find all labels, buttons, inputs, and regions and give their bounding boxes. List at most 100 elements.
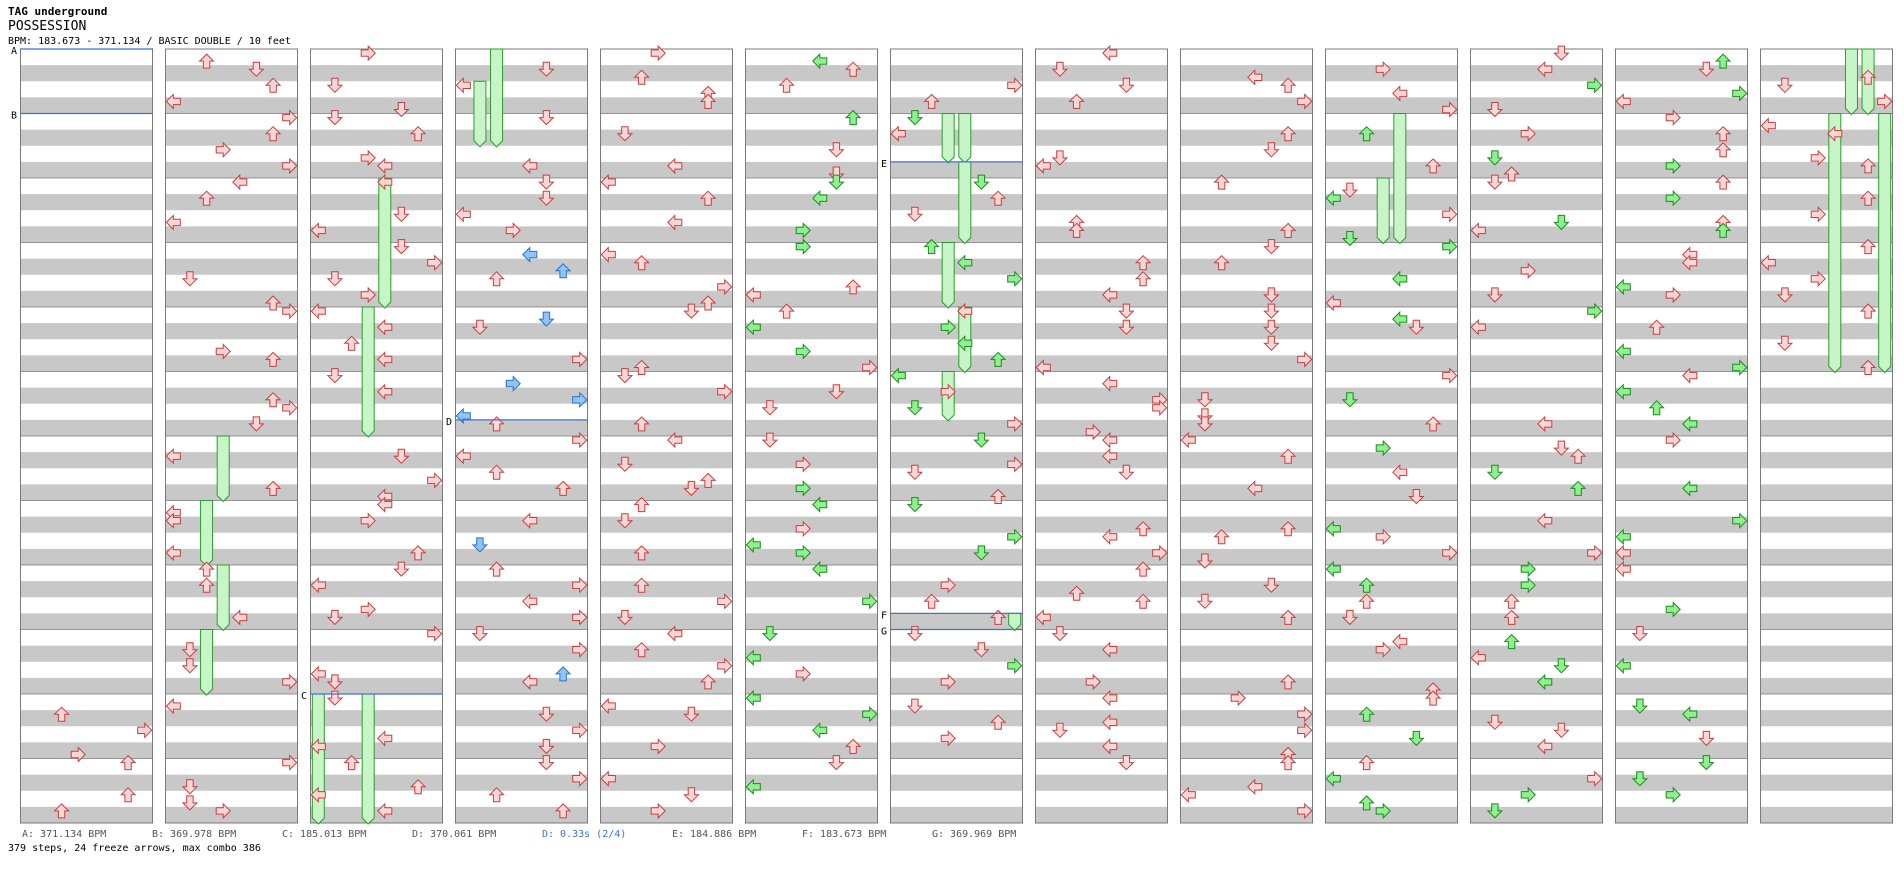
bpm-change-label: F [881, 610, 887, 621]
beat-stripe [1470, 774, 1603, 791]
step-arrow [1297, 705, 1313, 723]
step-arrow [1392, 464, 1408, 481]
beat-stripe [20, 258, 153, 275]
beat-stripe [600, 194, 733, 211]
measure-column [1325, 48, 1458, 824]
step-arrow [940, 318, 956, 336]
beat-stripe [600, 581, 733, 598]
beat-stripe [600, 290, 733, 307]
step-arrow [310, 738, 326, 755]
step-arrow [1776, 77, 1794, 94]
beat-stripe [455, 226, 588, 243]
step-arrow [1358, 125, 1375, 142]
beat-stripe [1470, 226, 1603, 243]
step-arrow [1714, 222, 1732, 238]
step-arrow [844, 61, 862, 77]
beat-stripe [455, 97, 588, 114]
beat-stripe [310, 677, 443, 694]
beat-stripe [600, 323, 733, 340]
step-arrow [1297, 351, 1313, 368]
beat-stripe [745, 677, 878, 694]
step-arrow [377, 496, 393, 513]
step-arrow [1615, 657, 1631, 675]
step-arrow [600, 246, 616, 263]
beat-stripe [1180, 129, 1313, 146]
beat-stripe [1035, 484, 1168, 501]
step-arrow [812, 189, 828, 207]
beat-stripe [310, 742, 443, 759]
beat-stripe [1470, 710, 1603, 727]
beat-stripe [20, 484, 153, 501]
step-arrow [1007, 77, 1023, 94]
step-arrow [1007, 456, 1023, 473]
beat-stripe [310, 484, 443, 501]
step-arrow [264, 77, 282, 93]
beat-stripe [745, 742, 878, 759]
beat-stripe [1035, 516, 1168, 533]
step-arrow [326, 271, 344, 287]
beat-stripe [1760, 645, 1893, 662]
beat-stripe [310, 387, 443, 404]
step-arrow [1007, 657, 1023, 675]
step-arrow [1631, 626, 1649, 642]
beat-stripe [600, 548, 733, 565]
beat-stripe [745, 355, 878, 372]
step-arrow [1537, 673, 1553, 691]
step-arrow [795, 544, 811, 562]
step-arrow [989, 714, 1007, 730]
measure-column [600, 48, 733, 824]
step-arrow [326, 609, 344, 626]
beat-stripe [1180, 452, 1313, 469]
step-arrow [1537, 415, 1553, 433]
step-arrow [1631, 771, 1649, 787]
beat-stripe [1325, 806, 1458, 823]
step-arrow [264, 392, 282, 408]
step-arrow [940, 673, 956, 691]
step-arrow [650, 738, 666, 755]
beat-stripe [890, 161, 1023, 178]
step-arrow [844, 109, 862, 126]
beat-stripe [1760, 258, 1893, 275]
step-arrow [862, 593, 878, 610]
step-arrow [1470, 222, 1486, 239]
beat-stripe [890, 194, 1023, 211]
step-arrow [1569, 480, 1587, 496]
step-arrow [1213, 174, 1230, 190]
step-arrow [1442, 544, 1458, 562]
freeze-arrow [941, 113, 955, 164]
step-arrow [1615, 278, 1631, 296]
beat-stripe [1325, 645, 1458, 662]
bpm-legend-item: A: 371.134 BPM [22, 829, 107, 840]
beat-stripe [1470, 161, 1603, 178]
beat-stripe [890, 581, 1023, 598]
beat-stripe [1470, 677, 1603, 694]
beat-stripe [1760, 774, 1893, 791]
step-arrow [1424, 158, 1442, 174]
step-arrow [232, 173, 248, 191]
step-arrow [761, 432, 779, 448]
step-arrow [1665, 157, 1681, 175]
step-arrow [1520, 576, 1536, 594]
beat-stripe [1180, 194, 1313, 211]
beat-stripe [310, 645, 443, 662]
beat-stripe [455, 677, 588, 694]
step-arrow [119, 754, 137, 771]
step-arrow [600, 173, 616, 191]
step-arrow [683, 303, 700, 319]
step-arrow [377, 802, 393, 820]
beat-stripe [1615, 161, 1748, 178]
beat-stripe [20, 323, 153, 340]
beat-stripe [1470, 806, 1603, 823]
beat-stripe [1180, 677, 1313, 694]
column-border [1035, 48, 1168, 824]
step-arrow [717, 657, 733, 675]
step-arrow [906, 400, 924, 416]
beat-stripe [455, 484, 588, 501]
step-arrow [1732, 512, 1748, 529]
step-arrow [667, 157, 683, 175]
step-arrow [1760, 117, 1776, 134]
step-arrow [264, 125, 282, 142]
step-arrow [957, 254, 973, 271]
beat-stripe [20, 742, 153, 759]
step-arrow [1442, 101, 1458, 118]
